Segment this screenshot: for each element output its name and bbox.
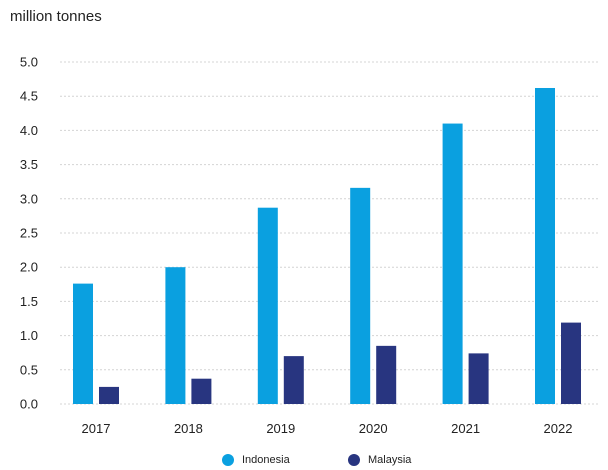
bar-malaysia-2019 — [283, 356, 304, 404]
x-tick-label: 2021 — [451, 421, 480, 436]
y-tick-label: 0.5 — [20, 362, 38, 377]
x-tick-label: 2018 — [174, 421, 203, 436]
y-tick-label: 4.0 — [20, 123, 38, 138]
y-axis-ticks: 0.0 0.5 1.0 1.5 2.0 2.5 3.0 3.5 4.0 4.5 5.0 — [20, 55, 38, 412]
y-axis-unit-label: million tonnes — [10, 8, 102, 25]
legend-label-indonesia: Indonesia — [242, 454, 290, 466]
bar-indonesia-2018 — [165, 267, 186, 404]
x-tick-label: 2017 — [82, 421, 111, 436]
bar-indonesia-2022 — [535, 87, 555, 404]
bar-indonesia-2017 — [73, 283, 93, 404]
y-tick-label: 5.0 — [20, 55, 38, 70]
y-tick-label: 3.5 — [20, 157, 38, 172]
bar-malaysia-2017 — [99, 386, 119, 404]
legend-swatch-malaysia — [348, 454, 360, 466]
x-axis-ticks: 2017 2018 2019 2020 2021 2022 — [82, 421, 573, 436]
y-tick-label: 1.0 — [20, 328, 38, 343]
legend-label-malaysia: Malaysia — [368, 454, 412, 466]
y-tick-label: 2.0 — [20, 260, 38, 275]
bar-malaysia-2021 — [468, 353, 489, 404]
legend-swatch-indonesia — [222, 454, 234, 466]
bar-malaysia-2022 — [561, 322, 581, 404]
bar-chart: 0.00.51.01.52.02.53.03.54.04.55.0 2017 20… — [20, 55, 598, 436]
y-tick-label: 4.5 — [20, 89, 38, 104]
bar-indonesia-2019 — [257, 207, 278, 404]
x-tick-label: 2022 — [544, 421, 573, 436]
y-tick-label: 0.0 — [20, 397, 38, 412]
bar-indonesia-2020 — [350, 187, 371, 404]
y-tick-label: 1.5 — [20, 294, 38, 309]
x-tick-label: 2019 — [266, 421, 295, 436]
gridlines — [60, 61, 598, 405]
legend-item-indonesia[interactable]: Indonesia — [222, 454, 290, 466]
bar-malaysia-2018 — [191, 378, 212, 404]
legend: Indonesia Malaysia — [0, 454, 608, 470]
y-tick-label: 3.0 — [20, 191, 38, 206]
bar-malaysia-2020 — [376, 345, 397, 404]
legend-item-malaysia[interactable]: Malaysia — [348, 454, 411, 466]
x-tick-label: 2020 — [359, 421, 388, 436]
y-tick-label: 2.5 — [20, 226, 38, 241]
bars — [73, 87, 581, 404]
bar-indonesia-2021 — [442, 123, 463, 404]
